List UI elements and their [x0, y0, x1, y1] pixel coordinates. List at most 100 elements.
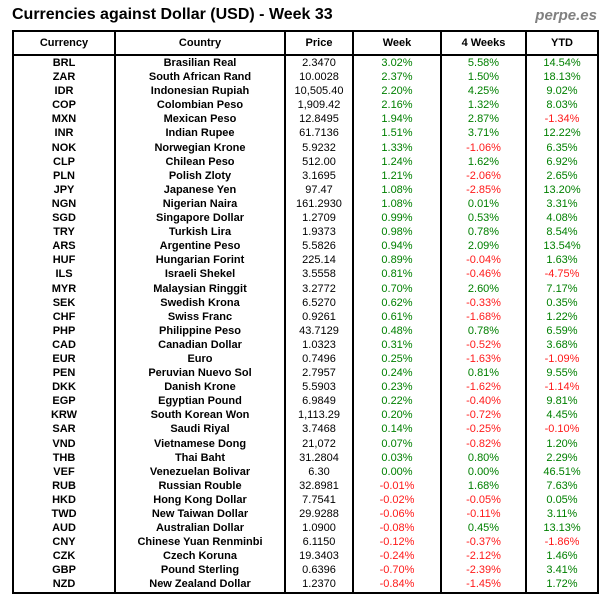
- four-weeks-change: -0.11%: [440, 507, 527, 522]
- ytd-change: 1.63%: [525, 253, 599, 268]
- table-row: DKK Danish Krone 5.5903 0.23% -1.62% -1.14%: [12, 380, 599, 395]
- table-row: BRL Brasilian Real 2.3470 3.02% 5.58% 14.54%: [12, 55, 599, 71]
- table-row: EGP Egyptian Pound 6.9849 0.22% -0.40% 9.81%: [12, 394, 599, 409]
- country-name: Nigerian Naira: [114, 196, 286, 212]
- week-change: -0.08%: [352, 521, 442, 536]
- currency-code: SGD: [12, 211, 116, 226]
- currency-code: PLN: [12, 168, 116, 183]
- four-weeks-change: 2.60%: [440, 281, 527, 296]
- table-row: HKD Hong Kong Dollar 7.7541 -0.02% -0.05% 0.0…: [12, 492, 599, 507]
- country-name: Colombian Peso: [114, 98, 286, 113]
- country-name: Brasilian Real: [114, 55, 286, 71]
- week-change: 0.22%: [352, 394, 442, 409]
- currency-code: NZD: [12, 577, 116, 593]
- table-row: IDR Indonesian Rupiah 10,505.40 2.20% 4.25% 9…: [12, 84, 599, 99]
- four-weeks-change: -2.39%: [440, 563, 527, 578]
- country-name: Thai Baht: [114, 450, 286, 465]
- ytd-change: 1.20%: [525, 436, 599, 451]
- four-weeks-change: -1.63%: [440, 351, 527, 367]
- currency-code: MXN: [12, 112, 116, 127]
- ytd-change: -4.75%: [525, 267, 599, 282]
- table-header: Currency Country Price Week 4 Weeks YTD: [12, 30, 599, 56]
- week-change: 0.48%: [352, 323, 442, 338]
- currency-code: ZAR: [12, 70, 116, 85]
- week-change: 0.62%: [352, 295, 442, 310]
- table-row: AUD Australian Dollar 1.0900 -0.08% 0.45% 13.…: [12, 521, 599, 536]
- currency-code: PEN: [12, 366, 116, 381]
- four-weeks-change: -0.82%: [440, 436, 527, 451]
- country-name: Japanese Yen: [114, 182, 286, 197]
- week-change: 1.08%: [352, 182, 442, 197]
- table-row: SGD Singapore Dollar 1.2709 0.99% 0.53% 4.08%: [12, 211, 599, 226]
- country-name: Swedish Krona: [114, 295, 286, 310]
- table-row: VEF Venezuelan Bolivar 6.30 0.00% 0.00% 46.51…: [12, 464, 599, 479]
- week-change: 0.98%: [352, 225, 442, 240]
- ytd-change: 9.02%: [525, 84, 599, 99]
- currency-code: BRL: [12, 55, 116, 71]
- week-change: 1.94%: [352, 112, 442, 127]
- country-name: New Taiwan Dollar: [114, 507, 286, 522]
- ytd-change: 4.45%: [525, 408, 599, 423]
- table-row: CAD Canadian Dollar 1.0323 0.31% -0.52% 3.68%: [12, 337, 599, 352]
- four-weeks-change: -2.06%: [440, 168, 527, 183]
- ytd-change: -1.14%: [525, 380, 599, 395]
- country-name: Venezuelan Bolivar: [114, 464, 286, 479]
- currency-code: JPY: [12, 182, 116, 197]
- column-header-ytd: YTD: [525, 30, 599, 56]
- price-value: 161.2930: [284, 196, 354, 212]
- ytd-change: 0.05%: [525, 492, 599, 507]
- currency-code: RUB: [12, 478, 116, 493]
- four-weeks-change: -2.85%: [440, 182, 527, 197]
- week-change: 0.20%: [352, 408, 442, 423]
- country-name: Argentine Peso: [114, 239, 286, 254]
- price-value: 3.7468: [284, 422, 354, 437]
- week-change: 1.51%: [352, 126, 442, 141]
- currency-code: EUR: [12, 351, 116, 367]
- ytd-change: 18.13%: [525, 70, 599, 85]
- currency-code: CAD: [12, 337, 116, 352]
- price-value: 5.5826: [284, 239, 354, 254]
- price-value: 6.30: [284, 464, 354, 479]
- ytd-change: 14.54%: [525, 55, 599, 71]
- table-row: CNY Chinese Yuan Renminbi 6.1150 -0.12% -0.3…: [12, 535, 599, 550]
- table-row: SAR Saudi Riyal 3.7468 0.14% -0.25% -0.10%: [12, 422, 599, 437]
- table-row: TWD New Taiwan Dollar 29.9288 -0.06% -0.11% 3…: [12, 507, 599, 522]
- four-weeks-change: -0.72%: [440, 408, 527, 423]
- currency-table: Currency Country Price Week 4 Weeks YTD …: [12, 30, 599, 594]
- price-value: 61.7136: [284, 126, 354, 141]
- four-weeks-change: 4.25%: [440, 84, 527, 99]
- table-row: CHF Swiss Franc 0.9261 0.61% -1.68% 1.22%: [12, 309, 599, 324]
- currency-code: CHF: [12, 309, 116, 324]
- currency-code: INR: [12, 126, 116, 141]
- table-row: NZD New Zealand Dollar 1.2370 -0.84% -1.45% 1…: [12, 577, 599, 593]
- ytd-change: 7.63%: [525, 478, 599, 493]
- country-name: Vietnamese Dong: [114, 436, 286, 451]
- price-value: 3.5558: [284, 267, 354, 282]
- header-row: Currency Country Price Week 4 Weeks YTD: [12, 30, 599, 56]
- price-value: 1,113.29: [284, 408, 354, 423]
- country-name: Czech Koruna: [114, 549, 286, 564]
- four-weeks-change: 0.00%: [440, 464, 527, 479]
- ytd-change: -1.86%: [525, 535, 599, 550]
- four-weeks-change: -0.33%: [440, 295, 527, 310]
- four-weeks-change: 0.78%: [440, 225, 527, 240]
- country-name: Malaysian Ringgit: [114, 281, 286, 296]
- currency-code: VND: [12, 436, 116, 451]
- four-weeks-change: 1.62%: [440, 154, 527, 169]
- price-value: 1.2709: [284, 211, 354, 226]
- ytd-change: 3.68%: [525, 337, 599, 352]
- week-change: 0.07%: [352, 436, 442, 451]
- currency-code: CZK: [12, 549, 116, 564]
- country-name: Turkish Lira: [114, 225, 286, 240]
- currency-code: NGN: [12, 196, 116, 212]
- country-name: Australian Dollar: [114, 521, 286, 536]
- country-name: Egyptian Pound: [114, 394, 286, 409]
- ytd-change: 3.31%: [525, 196, 599, 212]
- country-name: Philippine Peso: [114, 323, 286, 338]
- currency-code: IDR: [12, 84, 116, 99]
- week-change: -0.02%: [352, 492, 442, 507]
- country-name: Singapore Dollar: [114, 211, 286, 226]
- week-change: -0.70%: [352, 563, 442, 578]
- four-weeks-change: -0.05%: [440, 492, 527, 507]
